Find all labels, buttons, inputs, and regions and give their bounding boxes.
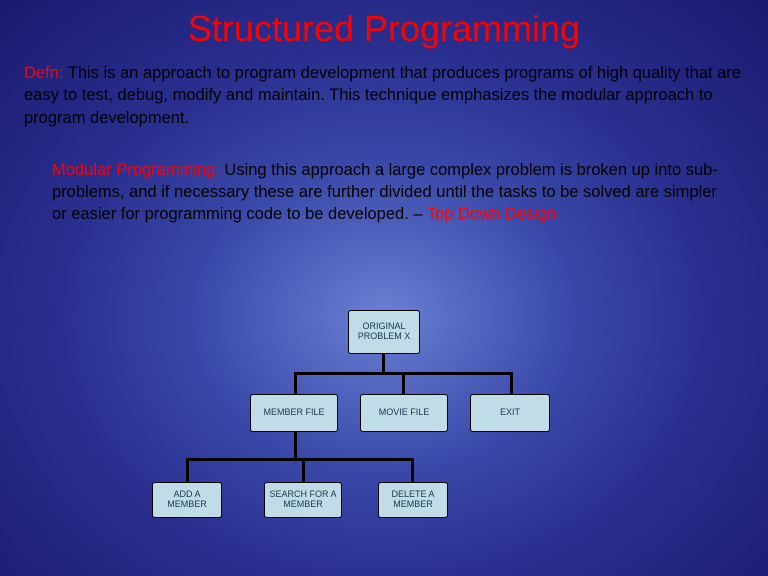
connector bbox=[294, 372, 297, 394]
definition-paragraph: Defn: This is an approach to program dev… bbox=[0, 50, 768, 129]
page-title: Structured Programming bbox=[0, 0, 768, 50]
connector bbox=[382, 354, 385, 372]
defn-text: This is an approach to program developme… bbox=[24, 64, 741, 127]
connector bbox=[186, 458, 414, 461]
modular-label: Modular Programming: bbox=[52, 161, 220, 179]
connector bbox=[302, 458, 305, 482]
topdown-label: Top Down Design bbox=[427, 205, 556, 223]
node-delete-member: DELETE A MEMBER bbox=[378, 482, 448, 518]
node-exit: EXIT bbox=[470, 394, 550, 432]
connector bbox=[186, 458, 189, 482]
connector bbox=[402, 372, 405, 394]
tree-diagram: ORIGINAL PROBLEM X MEMBER FILE MOVIE FIL… bbox=[0, 310, 768, 570]
node-member-file: MEMBER FILE bbox=[250, 394, 338, 432]
connector bbox=[510, 372, 513, 394]
node-movie-file: MOVIE FILE bbox=[360, 394, 448, 432]
node-root: ORIGINAL PROBLEM X bbox=[348, 310, 420, 354]
node-search-member: SEARCH FOR A MEMBER bbox=[264, 482, 342, 518]
modular-paragraph: Modular Programming: Using this approach… bbox=[0, 129, 768, 226]
connector bbox=[411, 458, 414, 482]
defn-label: Defn: bbox=[24, 64, 63, 82]
node-add-member: ADD A MEMBER bbox=[152, 482, 222, 518]
connector bbox=[294, 432, 297, 458]
